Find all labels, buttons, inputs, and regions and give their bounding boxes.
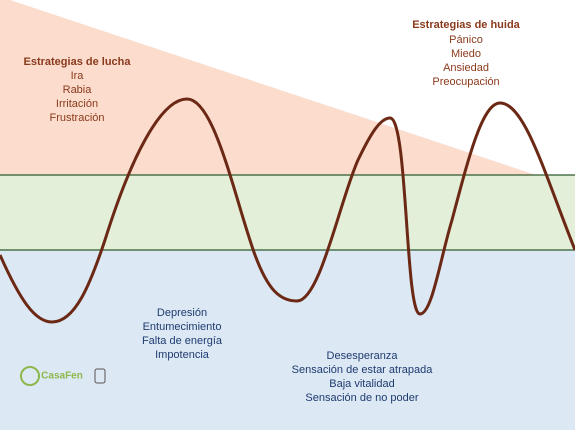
flight-item: Ansiedad: [443, 62, 489, 74]
flight-item: Preocupación: [432, 76, 499, 88]
freeze-right-item: Desesperanza: [327, 350, 399, 362]
logo-badge: [94, 368, 106, 384]
logo-text: CasaFen: [41, 371, 83, 382]
freeze-right-item: Baja vitalidad: [329, 378, 394, 390]
logo-icon: [20, 366, 40, 386]
freeze-left-item: Depresión: [157, 307, 207, 319]
logo: CasaFen: [20, 366, 106, 386]
hypoarousal-zone: [0, 250, 575, 430]
flight-item: Miedo: [451, 48, 481, 60]
fight-item: Rabia: [63, 84, 93, 96]
fight-item: Irritación: [56, 98, 98, 110]
freeze-left-item: Falta de energía: [142, 335, 223, 347]
flight-item: Pánico: [449, 34, 483, 46]
fight-title: Estrategias de lucha: [24, 56, 132, 68]
freeze-right-item: Sensación de no poder: [305, 392, 418, 404]
white-corner: [10, 0, 575, 188]
flight-title: Estrategias de huida: [412, 19, 520, 31]
arousal-curve: [0, 97, 575, 324]
freeze-left-item: Entumecimiento: [143, 321, 222, 333]
fight-item: Ira: [71, 70, 85, 82]
freeze-left-item: Impotencia: [155, 349, 210, 361]
fight-item: Frustración: [49, 112, 104, 124]
freeze-right-item: Sensación de estar atrapada: [292, 364, 434, 376]
tolerance-zone: [0, 175, 575, 250]
